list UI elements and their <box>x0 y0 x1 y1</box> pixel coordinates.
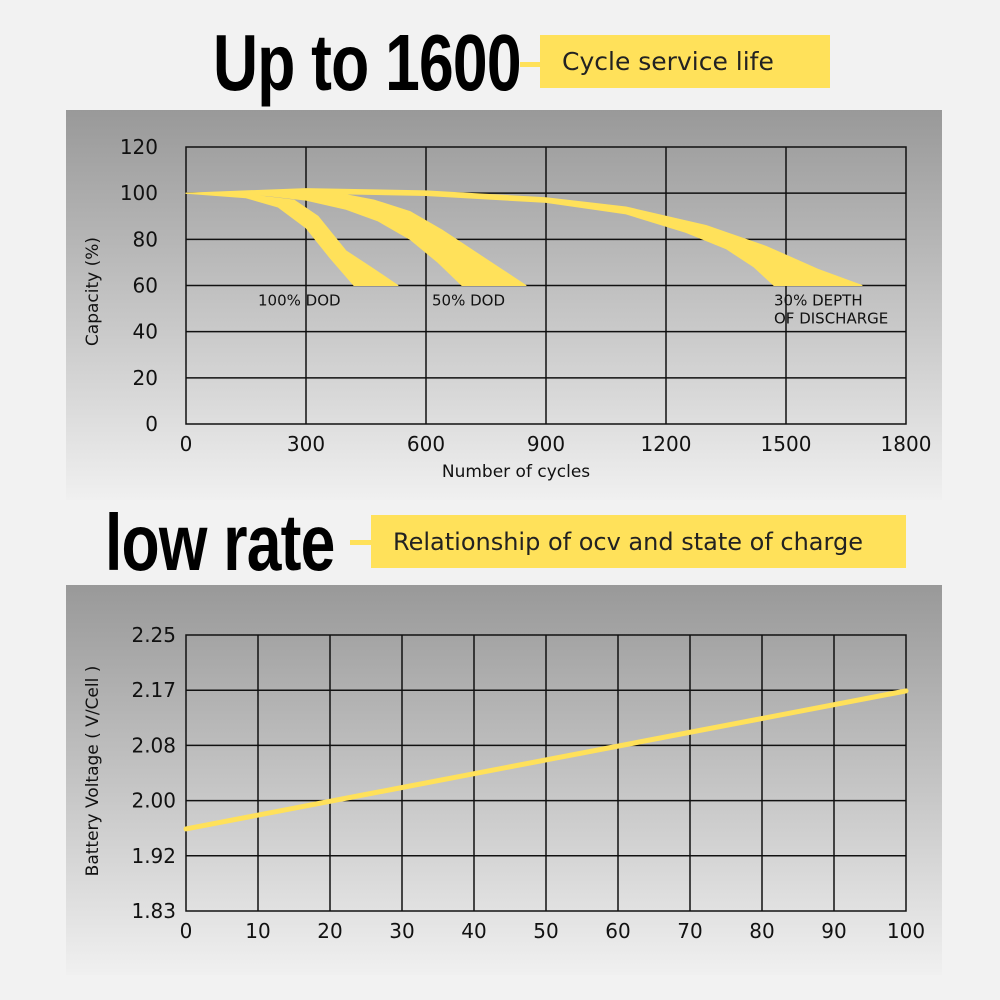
cycle-life-tag: Cycle service life <box>540 35 830 88</box>
series-label: 50% DOD <box>432 292 505 310</box>
y-tick-label: 120 <box>120 135 158 159</box>
x-tick-label: 1800 <box>881 432 932 456</box>
y-tick-label: 2.08 <box>131 733 176 757</box>
y-tick-label: 100 <box>120 181 158 205</box>
x-tick-label: 900 <box>527 432 565 456</box>
x-tick-label: 70 <box>677 919 702 943</box>
x-tick-label: 30 <box>389 919 414 943</box>
headline-dash <box>350 540 371 545</box>
dod-band-3 <box>185 188 863 286</box>
series-label: 30% DEPTH <box>774 292 863 310</box>
x-tick-label: 40 <box>461 919 486 943</box>
cycle-life-tag-text: Cycle service life <box>562 47 774 76</box>
x-tick-label: 10 <box>245 919 270 943</box>
y-tick-label: 2.17 <box>131 678 176 702</box>
x-tick-label: 20 <box>317 919 342 943</box>
cycle-life-chart-panel: 0 300 600 900 1200 1500 1800 120 100 80 60 40 20 0 100… <box>66 110 942 500</box>
ocv-tag-text: Relationship of ocv and state of charge <box>393 527 863 556</box>
y-tick-label: 60 <box>133 274 158 298</box>
headline-low-rate: low rate <box>105 498 335 587</box>
dod-band-2 <box>185 190 527 286</box>
cycle-life-chart: 0 300 600 900 1200 1500 1800 120 100 80 60 40 20 0 100… <box>83 135 932 482</box>
ocv-chart: 0 10 20 30 40 50 60 70 80 90 100 2.25 2.17 2.08 2.00 1.… <box>83 623 925 943</box>
x-tick-label: 50 <box>533 919 558 943</box>
dod-band-1 <box>185 192 399 286</box>
x-axis-label: Number of cycles <box>442 462 590 482</box>
y-axis-label: Battery Voltage ( V/Cell ) <box>83 666 103 877</box>
x-tick-label: 600 <box>407 432 445 456</box>
x-tick-label: 80 <box>749 919 774 943</box>
x-tick-label: 60 <box>605 919 630 943</box>
series-label: 100% DOD <box>258 292 341 310</box>
y-tick-label: 2.25 <box>131 623 176 647</box>
y-axis-label: Capacity (%) <box>83 237 103 346</box>
x-tick-label: 0 <box>180 919 193 943</box>
headline-dash <box>520 62 540 67</box>
ocv-tag: Relationship of ocv and state of charge <box>371 515 906 568</box>
headline-cycle-life: Up to 1600 <box>213 18 522 107</box>
ocv-chart-panel: 0 10 20 30 40 50 60 70 80 90 100 2.25 2.17 2.08 2.00 1.… <box>66 585 942 975</box>
y-tick-label: 1.92 <box>131 844 176 868</box>
x-tick-label: 1500 <box>761 432 812 456</box>
x-tick-label: 0 <box>180 432 193 456</box>
voltage-line <box>183 688 909 832</box>
y-tick-label: 80 <box>133 227 158 251</box>
x-tick-label: 1200 <box>641 432 692 456</box>
x-tick-label: 300 <box>287 432 325 456</box>
y-tick-label: 20 <box>133 366 158 390</box>
y-tick-label: 1.83 <box>131 899 176 923</box>
y-tick-label: 0 <box>145 412 158 436</box>
y-tick-label: 40 <box>133 320 158 344</box>
series-label: OF DISCHARGE <box>774 310 888 328</box>
x-tick-label: 100 <box>887 919 925 943</box>
x-tick-label: 90 <box>821 919 846 943</box>
y-tick-label: 2.00 <box>131 789 176 813</box>
